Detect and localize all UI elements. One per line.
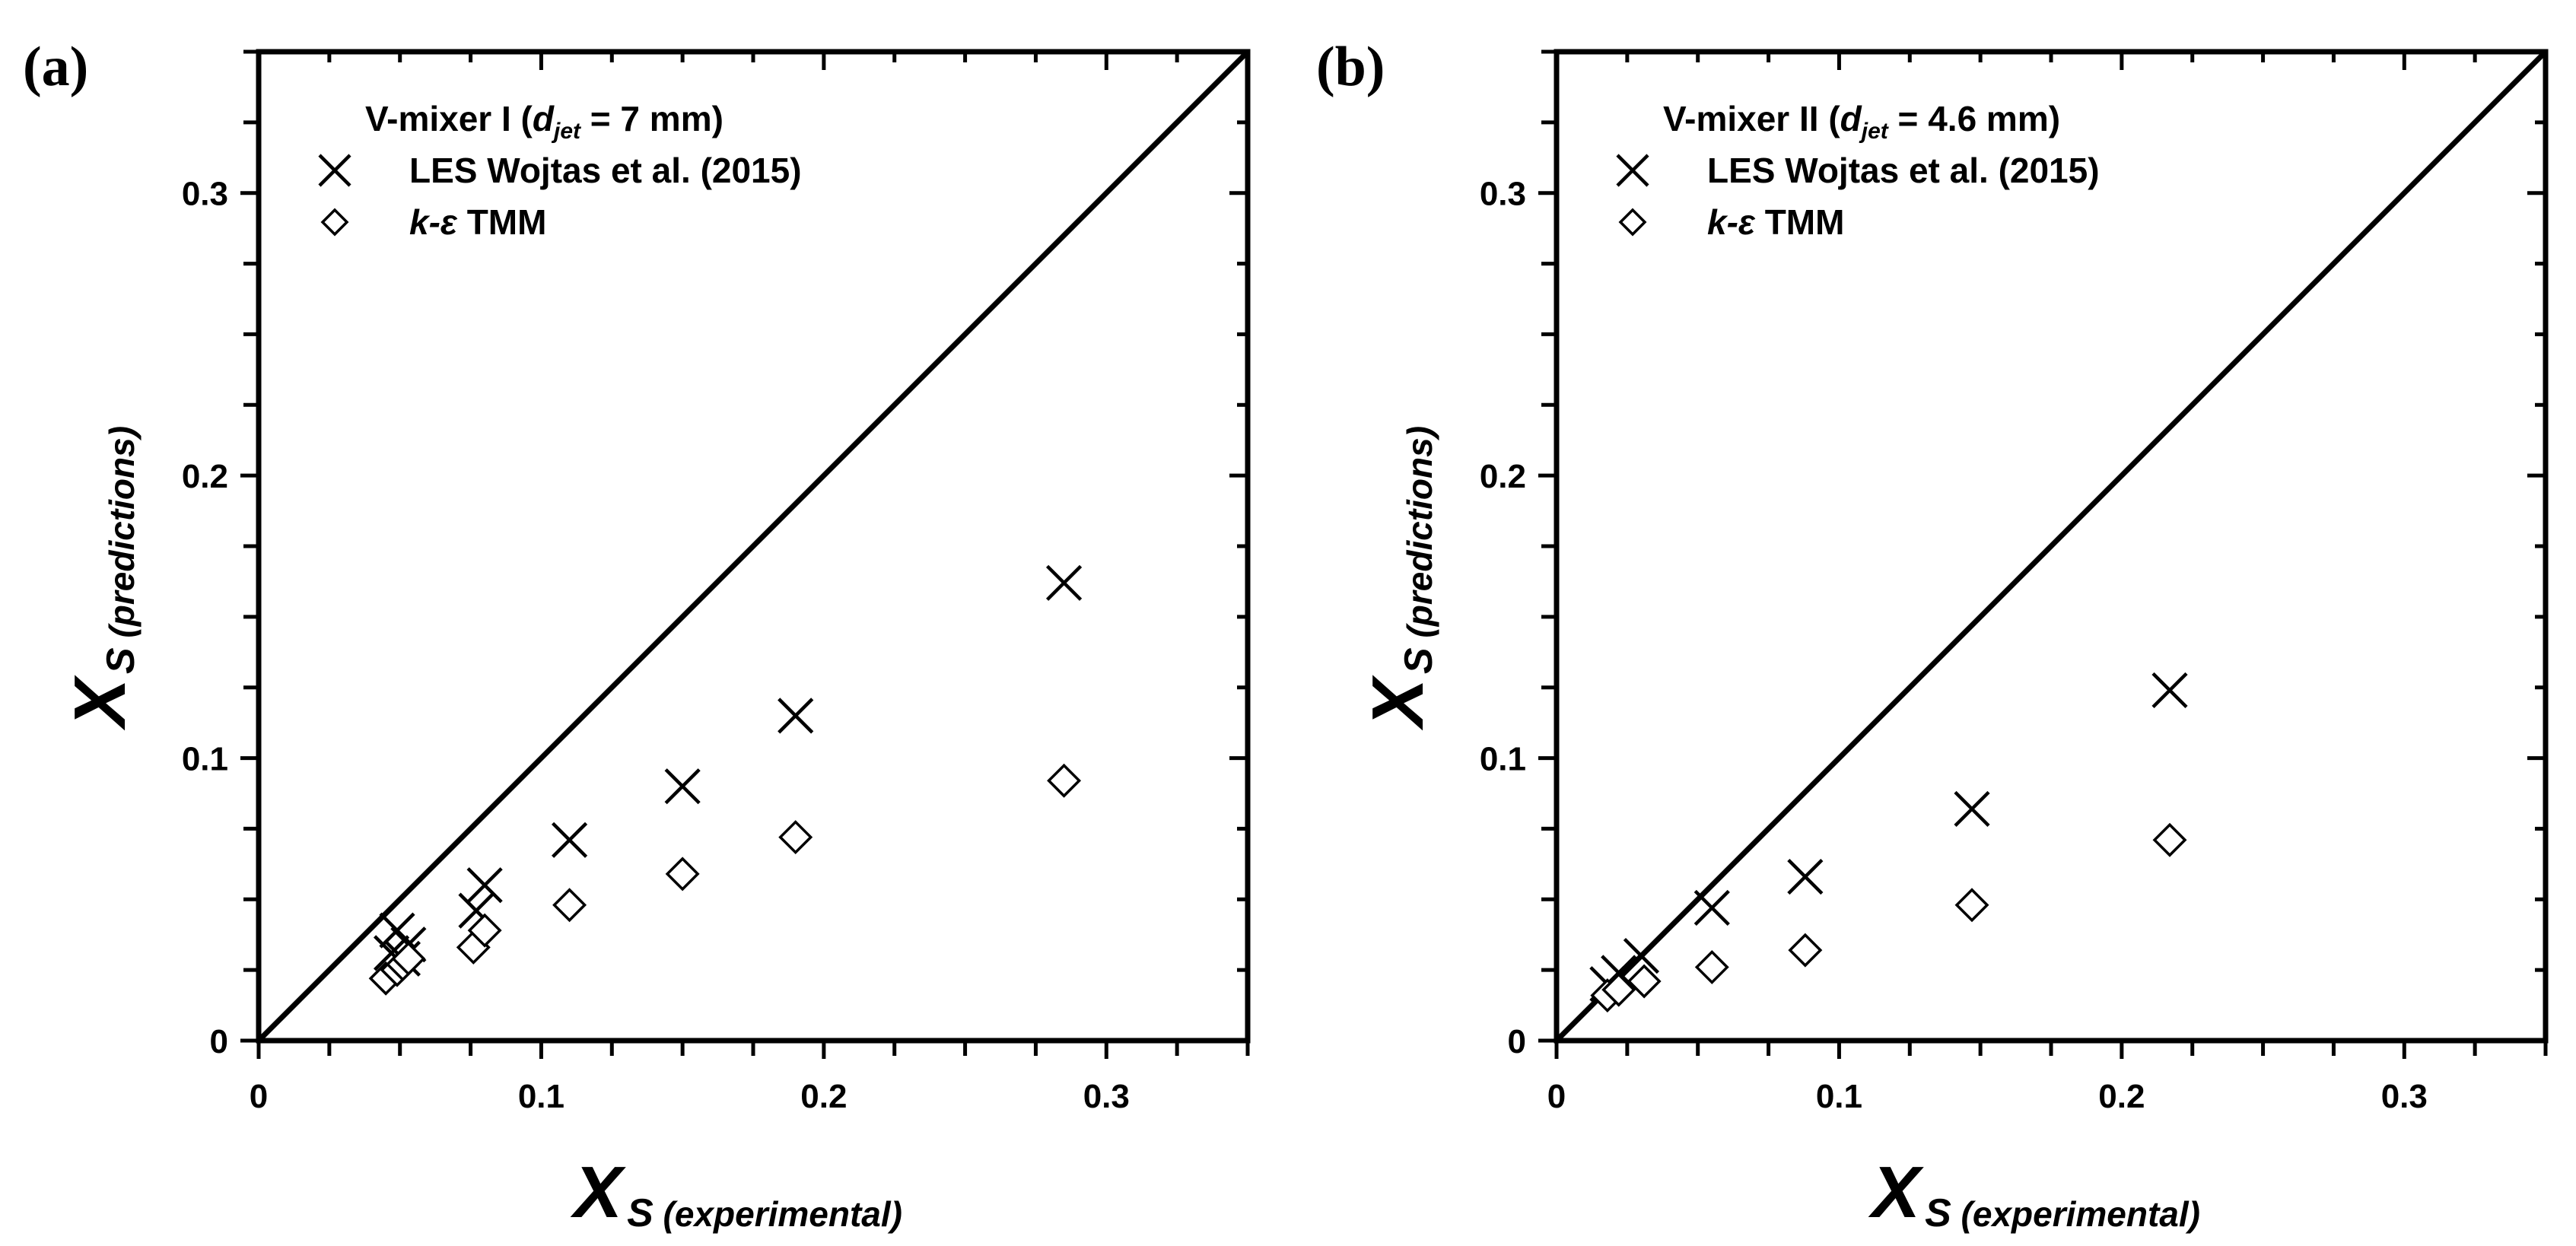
panel-a-series-les [373, 564, 1083, 977]
xlabel-sub-s: S [1925, 1191, 1951, 1235]
panel-a-legend-label-kepsilon: k-ε TMM [409, 202, 546, 242]
panel-a-legend-title: V-mixer I (djet = 7 mm) [365, 99, 724, 144]
panel-b: 0 0.1 0.2 0.3 0 0.1 0.2 0.3 (b) V-mixer II (djet … [1316, 36, 2549, 1235]
legend-label-italic: k-ε [409, 202, 458, 242]
panel-b-reference-line [1557, 52, 2546, 1041]
panel-b-ytick-label: 0.2 [1480, 458, 1526, 495]
legend-title-var: d [1840, 99, 1862, 138]
panel-a-xtick-label: 0.1 [518, 1078, 564, 1115]
panel-a-ytick-label: 0 [210, 1023, 228, 1060]
xlabel-sub-desc: (experimental) [654, 1194, 902, 1234]
data-point-x-marker [551, 822, 588, 858]
panel-a-xtick-label: 0 [250, 1078, 268, 1115]
panel-a-legend-label-les: LES Wojtas et al. (2015) [409, 151, 802, 190]
legend-title-suffix: = 4.6 mm) [1888, 99, 2060, 138]
panel-a-xtick-label: 0.2 [800, 1078, 847, 1115]
ylabel-sub-desc: (predictions) [1400, 426, 1439, 647]
ylabel-sub-s: S [99, 647, 143, 674]
panel-a-ytick-label: 0.2 [182, 458, 228, 495]
legend-title-suffix: = 7 mm) [580, 99, 724, 138]
panel-a-ylabel-group: XS (predictions) [59, 426, 143, 731]
legend-title-prefix: V-mixer II ( [1663, 99, 1840, 138]
legend-label-plain: TMM [1755, 202, 1845, 242]
xlabel-main: X [1868, 1152, 1924, 1233]
data-point-diamond-marker [391, 941, 426, 976]
panel-b-xtick-label: 0.1 [1816, 1078, 1862, 1115]
ylabel-sub-desc: (predictions) [102, 426, 142, 647]
ylabel-main: X [59, 675, 141, 731]
panel-b-ytick-label: 0 [1508, 1023, 1526, 1060]
data-point-x-marker [1623, 937, 1660, 974]
panel-b-series-kepsilon [1590, 822, 2187, 1013]
data-point-x-marker [1954, 790, 1990, 828]
ylabel-main: X [1357, 675, 1439, 731]
legend-label-plain: TMM [457, 202, 547, 242]
data-point-x-marker [2151, 672, 2188, 709]
data-point-diamond-marker [1601, 972, 1636, 1007]
panel-a-ylabel: XS (predictions) [59, 426, 143, 731]
data-point-diamond-marker [467, 913, 502, 948]
panel-a-series-kepsilon [368, 763, 1082, 996]
panel-a-label: (a) [23, 36, 88, 98]
panel-b-ytick-label: 0.3 [1480, 176, 1526, 213]
legend-title-prefix: V-mixer I ( [365, 99, 533, 138]
data-point-diamond-marker [665, 857, 700, 892]
panel-b-legend-x-marker [1616, 154, 1649, 187]
panel-b-ylabel: XS (predictions) [1357, 426, 1441, 731]
xlabel-main: X [570, 1152, 626, 1233]
data-point-x-marker [1693, 889, 1730, 927]
data-point-x-marker [466, 867, 503, 904]
legend-title-var: d [533, 99, 555, 138]
panel-a-legend-x-marker [318, 154, 351, 187]
panel-a-legend-diamond-marker [320, 208, 349, 237]
panel-b-legend-title: V-mixer II (djet = 4.6 mm) [1663, 99, 2060, 144]
data-point-x-marker [778, 698, 814, 734]
panel-b-xtick-label: 0.2 [2098, 1078, 2145, 1115]
panel-a-ticks [240, 49, 1250, 1059]
data-point-x-marker [664, 768, 701, 805]
xlabel-sub-desc: (experimental) [1951, 1194, 2200, 1234]
data-point-diamond-marker [1694, 949, 1729, 984]
data-point-diamond-marker [1047, 763, 1082, 798]
xlabel-sub-s: S [627, 1191, 654, 1235]
panel-a-xtick-label: 0.3 [1083, 1078, 1130, 1115]
panel-b-legend-label-kepsilon: k-ε TMM [1707, 202, 1844, 242]
panel-b-ticks [1538, 49, 2548, 1059]
panel-b-series-les [1589, 672, 2188, 1003]
panel-b-ylabel-group: XS (predictions) [1357, 426, 1441, 731]
panel-b-xtick-label: 0.3 [2381, 1078, 2428, 1115]
panel-a: 0 0.1 0.2 0.3 0 0.1 0.2 0.3 (a) V-mixer I (djet =… [23, 36, 1251, 1235]
data-point-x-marker [379, 912, 415, 949]
ylabel-sub-s: S [1397, 647, 1441, 674]
panel-b-legend-diamond-marker [1618, 208, 1647, 237]
legend-label-italic: k-ε [1707, 202, 1756, 242]
data-point-x-marker [1045, 564, 1083, 601]
panel-a-reference-line [259, 52, 1248, 1041]
panel-b-legend-label-les: LES Wojtas et al. (2015) [1707, 151, 2100, 190]
data-point-diamond-marker [1627, 964, 1662, 999]
data-point-diamond-marker [2152, 822, 2187, 857]
data-point-diamond-marker [1954, 888, 1989, 923]
legend-title-sub: jet [1859, 119, 1890, 144]
panel-a-ytick-label: 0.3 [182, 176, 228, 213]
data-point-diamond-marker [778, 820, 813, 855]
panel-b-ytick-label: 0.1 [1480, 741, 1526, 778]
data-point-diamond-marker [552, 888, 587, 923]
panel-a-ytick-label: 0.1 [182, 741, 228, 778]
legend-title-sub: jet [551, 119, 582, 144]
data-point-diamond-marker [1788, 933, 1823, 968]
panel-b-xtick-label: 0 [1547, 1078, 1566, 1115]
data-point-x-marker [1787, 858, 1824, 895]
panel-b-label: (b) [1316, 36, 1385, 98]
